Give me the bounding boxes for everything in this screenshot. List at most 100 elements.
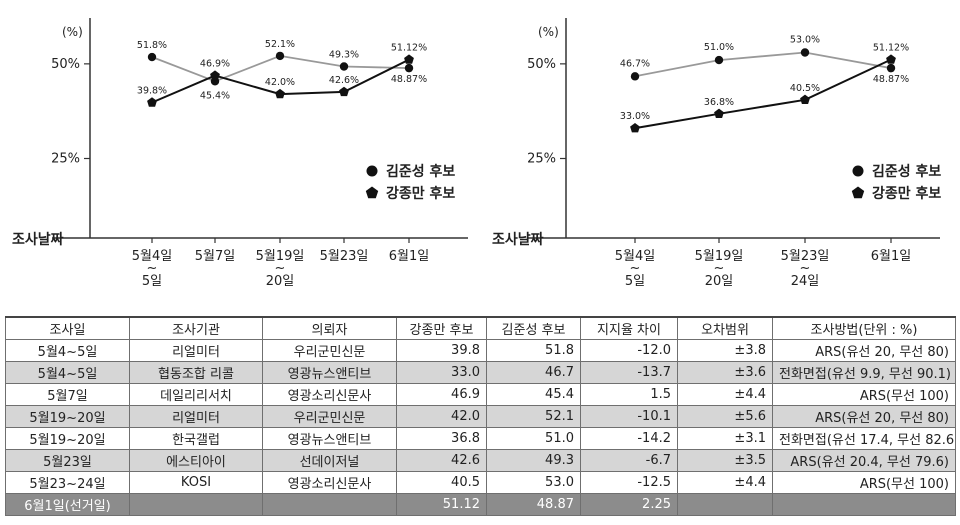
table-cell: 52.1 bbox=[486, 405, 581, 428]
table-row: 5월23~24일 KOSI 영광소리신문사 40.5 53.0 -12.5 ±4.4 ARS(… bbox=[5, 471, 956, 494]
table-cell: 5월23일 bbox=[5, 449, 130, 472]
legend-marker-kim bbox=[852, 165, 864, 177]
table-header: 지지율 차이 bbox=[580, 316, 678, 340]
table-cell: 에스티아이 bbox=[129, 449, 263, 472]
data-label: 40.5% bbox=[790, 83, 820, 94]
table-row: 5월19~20일 리얼미터 우리군민신문 42.0 52.1 -10.1 ±5.6 ARS(유… bbox=[5, 405, 956, 428]
table-cell: ±4.4 bbox=[677, 383, 773, 406]
table-cell: 51.8 bbox=[486, 339, 581, 362]
poll-chart-right: (%)50%25%조사날짜5월4일~5일5월19일~20일5월23일~24일6월… bbox=[492, 18, 941, 289]
x-tick-label: ~ bbox=[630, 261, 641, 276]
x-axis-title: 조사날짜 bbox=[492, 232, 544, 248]
table-header: 오차범위 bbox=[677, 316, 773, 340]
x-tick-label: 20일 bbox=[266, 274, 295, 289]
data-label: 45.4% bbox=[200, 90, 230, 101]
y-tick-label: 50% bbox=[51, 57, 80, 72]
data-point-kang bbox=[886, 54, 896, 64]
table-cell: 5월7일 bbox=[5, 383, 130, 406]
y-tick-label: 50% bbox=[527, 57, 556, 72]
table-cell: KOSI bbox=[129, 471, 263, 494]
table-row: 5월4~5일 협동조합 리콜 영광뉴스앤티브 33.0 46.7 -13.7 ±3.6 전화면… bbox=[5, 361, 956, 384]
table-cell: 5월19~20일 bbox=[5, 405, 130, 428]
table-cell: 46.9 bbox=[396, 383, 487, 406]
table-cell bbox=[772, 493, 956, 516]
legend-marker-kang bbox=[851, 186, 865, 199]
table-cell: 51.0 bbox=[486, 427, 581, 450]
legend-marker-kim bbox=[366, 165, 378, 177]
table-cell: 33.0 bbox=[396, 361, 487, 384]
table-cell: 5월19~20일 bbox=[5, 427, 130, 450]
table-row: 5월19~20일 한국갤럽 영광뉴스앤티브 36.8 51.0 -14.2 ±3.1 전화면접… bbox=[5, 427, 956, 450]
table-cell: 5월23~24일 bbox=[5, 471, 130, 494]
x-tick-label: 5월19일 bbox=[256, 249, 305, 264]
x-tick-label: ~ bbox=[714, 261, 725, 276]
series-line bbox=[634, 58, 892, 130]
data-label: 42.6% bbox=[329, 75, 359, 86]
data-point-kang bbox=[630, 123, 640, 133]
data-point-kang bbox=[275, 88, 285, 99]
data-label: 51.12% bbox=[391, 43, 427, 54]
table-header: 조사일 bbox=[5, 316, 130, 340]
table-cell: 선데이저널 bbox=[262, 449, 397, 472]
x-tick-label: ~ bbox=[147, 261, 158, 276]
data-point-kang bbox=[714, 108, 724, 118]
unit-label: (%) bbox=[538, 25, 559, 39]
x-tick-label: ~ bbox=[275, 261, 286, 276]
table-cell bbox=[129, 493, 263, 516]
table-cell: 협동조합 리콜 bbox=[129, 361, 263, 384]
table-cell bbox=[262, 493, 397, 516]
legend-label: 김준성 후보 bbox=[386, 163, 455, 180]
data-label: 48.87% bbox=[391, 74, 427, 85]
table-cell: 53.0 bbox=[486, 471, 581, 494]
table-header: 의뢰자 bbox=[262, 316, 397, 340]
x-tick-label: ~ bbox=[800, 261, 811, 276]
table-cell: ±3.5 bbox=[677, 449, 773, 472]
table-row-final: 6월1일(선거일) 51.12 48.87 2.25 bbox=[5, 493, 956, 516]
data-label: 39.8% bbox=[137, 85, 167, 96]
table-cell: ±3.8 bbox=[677, 339, 773, 362]
table-cell: ARS(무선 100) bbox=[772, 383, 956, 406]
table-cell: 데일리리서치 bbox=[129, 383, 263, 406]
x-tick-label: 5월4일 bbox=[615, 249, 655, 264]
data-label: 51.8% bbox=[137, 40, 167, 51]
table-header: 강종만 후보 bbox=[396, 316, 487, 340]
table-cell: 영광뉴스앤티브 bbox=[262, 361, 397, 384]
table-row: 5월23일 에스티아이 선데이저널 42.6 49.3 -6.7 ±3.5 ARS(유선 20… bbox=[5, 449, 956, 472]
data-label: 51.12% bbox=[873, 43, 909, 54]
y-tick-label: 25% bbox=[51, 152, 80, 167]
data-point-kang bbox=[404, 54, 414, 64]
table-header-row: 조사일 조사기관 의뢰자 강종만 후보 김준성 후보 지지율 차이 오차범위 조… bbox=[5, 316, 956, 340]
table-cell: 리얼미터 bbox=[129, 339, 263, 362]
table-cell: ARS(유선 20, 무선 80) bbox=[772, 339, 956, 362]
table-cell: ARS(유선 20, 무선 80) bbox=[772, 405, 956, 428]
data-point-kim bbox=[886, 63, 896, 73]
table-cell: 영광뉴스앤티브 bbox=[262, 427, 397, 450]
data-label: 42.0% bbox=[265, 77, 295, 88]
table-cell: 전화면접(유선 9.9, 무선 90.1) bbox=[772, 361, 956, 384]
table-cell: 49.3 bbox=[486, 449, 581, 472]
table-cell: 51.12 bbox=[396, 493, 487, 516]
x-tick-label: 20일 bbox=[705, 274, 734, 289]
data-label: 46.7% bbox=[620, 58, 650, 69]
x-tick-label: 24일 bbox=[791, 274, 820, 289]
x-tick-label: 5월4일 bbox=[132, 249, 172, 264]
table-cell: 우리군민신문 bbox=[262, 405, 397, 428]
x-tick-label: 5월23일 bbox=[320, 249, 369, 264]
x-tick-label: 6월1일 bbox=[871, 249, 911, 264]
table-cell: -12.0 bbox=[580, 339, 678, 362]
data-point-kang bbox=[147, 97, 157, 107]
data-label: 49.3% bbox=[329, 50, 359, 61]
table-cell: ARS(유선 20.4, 무선 79.6) bbox=[772, 449, 956, 472]
table-cell: 5월4~5일 bbox=[5, 361, 130, 384]
x-tick-label: 5월23일 bbox=[781, 249, 830, 264]
table-cell: ARS(무선 100) bbox=[772, 471, 956, 494]
table-cell: ±3.6 bbox=[677, 361, 773, 384]
table-cell: 46.7 bbox=[486, 361, 581, 384]
table-cell: 45.4 bbox=[486, 383, 581, 406]
x-tick-label: 5일 bbox=[142, 274, 162, 289]
series-line bbox=[634, 51, 892, 78]
table-cell: 40.5 bbox=[396, 471, 487, 494]
table-cell: 리얼미터 bbox=[129, 405, 263, 428]
x-tick-label: 5일 bbox=[625, 274, 645, 289]
data-label: 36.8% bbox=[704, 97, 734, 108]
